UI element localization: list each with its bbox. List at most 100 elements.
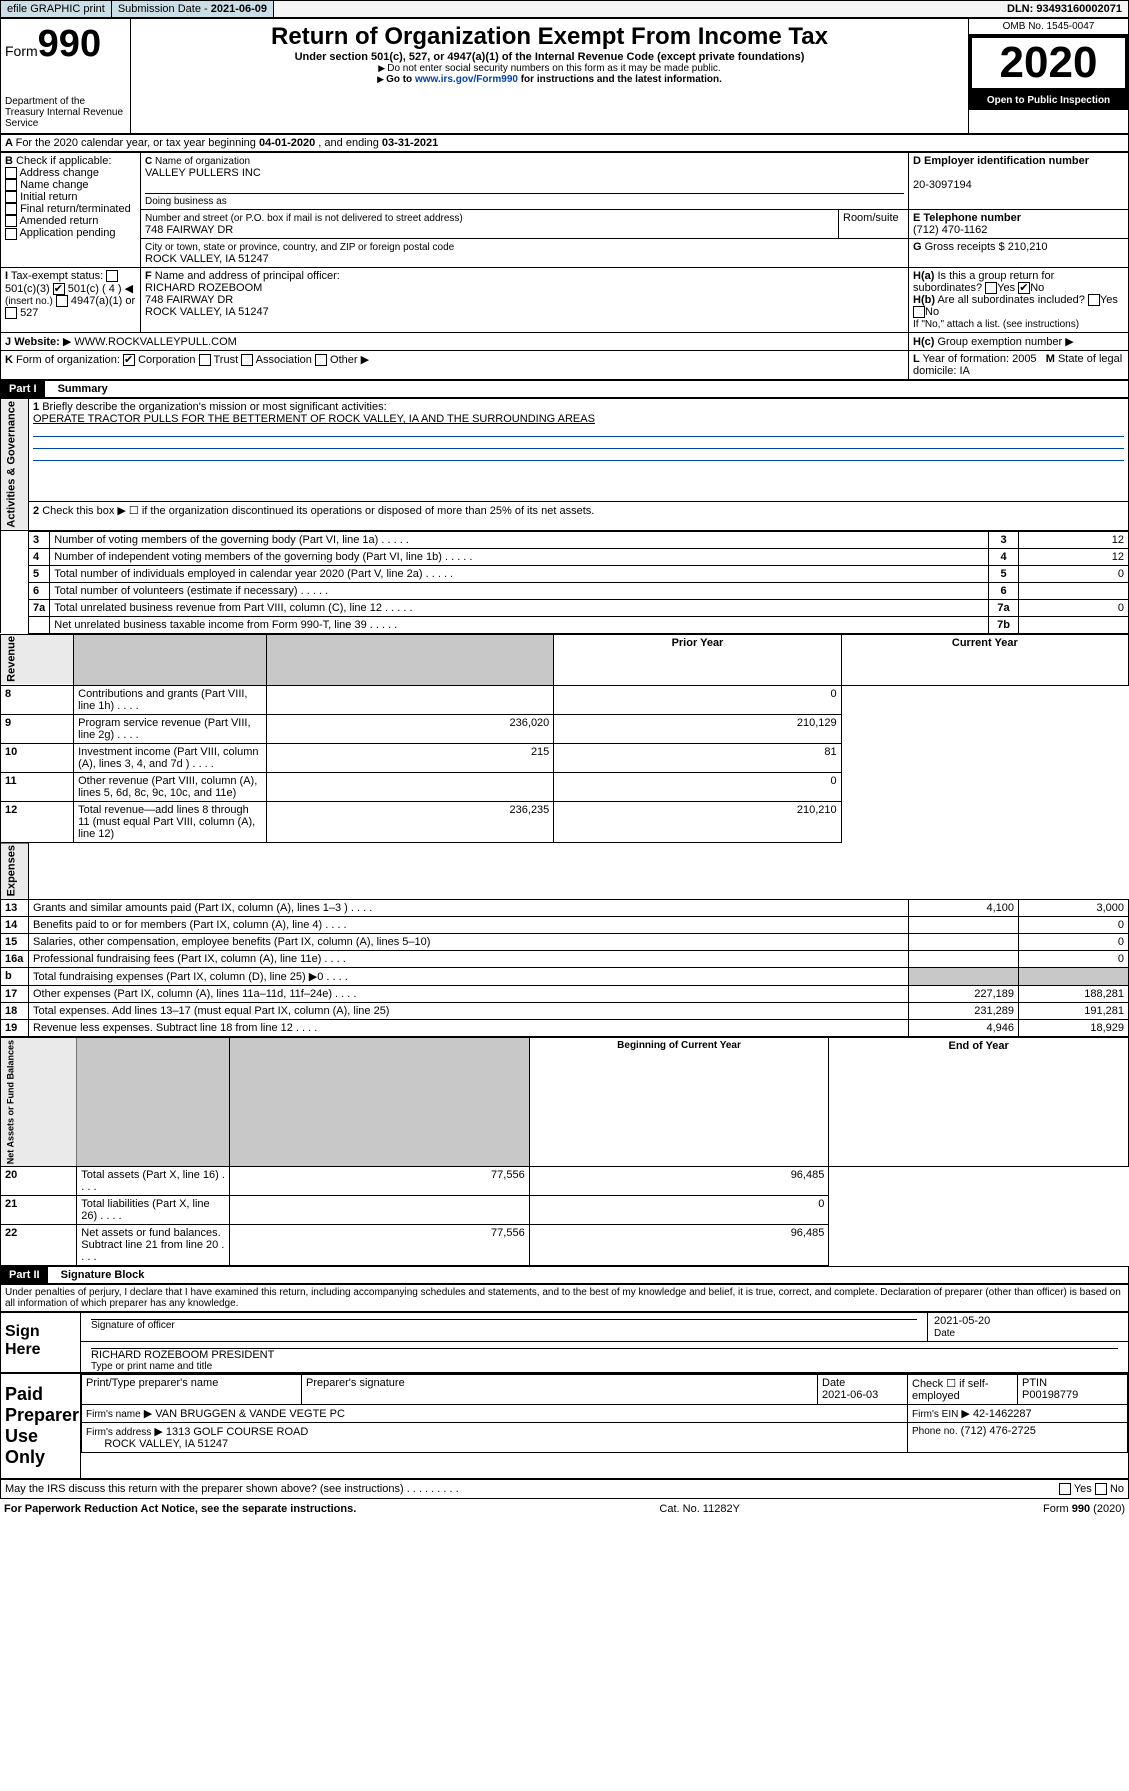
gov-row: 6 Total number of volunteers (estimate i… xyxy=(1,582,1129,599)
subdate-btn[interactable]: Submission Date - 2021-06-09 xyxy=(112,1,274,17)
ein-val: 20-3097194 xyxy=(913,179,972,191)
sign-here-block: Sign Here Signature of officer 2021-05-2… xyxy=(0,1312,1129,1373)
gross-label: Gross receipts $ xyxy=(925,241,1005,253)
hdr-beg: Beginning of Current Year xyxy=(529,1038,829,1167)
box-g: G Gross receipts $ 210,210 xyxy=(909,239,1129,268)
gross-val: 210,210 xyxy=(1008,241,1048,253)
footer-left: For Paperwork Reduction Act Notice, see … xyxy=(4,1503,356,1515)
line2: 2 Check this box ▶ ☐ if the organization… xyxy=(29,502,1129,531)
form-id: Form990 Department of the Treasury Inter… xyxy=(1,19,131,133)
ha-no[interactable] xyxy=(1018,282,1030,294)
ein-label: Employer identification number xyxy=(924,155,1089,167)
chk-name[interactable] xyxy=(5,179,17,191)
paid-label: Paid Preparer Use Only xyxy=(1,1374,81,1478)
ptin-h: PTIN xyxy=(1022,1377,1047,1389)
uline2 xyxy=(33,437,1124,449)
data-row: 19 Revenue less expenses. Subtract line … xyxy=(1,1020,1129,1037)
uline3 xyxy=(33,449,1124,461)
no3: No xyxy=(1110,1483,1124,1495)
opt-amended: Amended return xyxy=(19,215,98,227)
state-val: IA xyxy=(959,365,969,377)
form-number: 990 xyxy=(38,23,101,65)
irs-link[interactable]: www.irs.gov/Form990 xyxy=(415,74,518,85)
line1: 1 Briefly describe the organization's mi… xyxy=(29,399,1129,502)
chk-final[interactable] xyxy=(5,203,17,215)
sig-date: 2021-05-20 xyxy=(934,1315,990,1327)
chk-assoc[interactable] xyxy=(241,354,253,366)
discuss-text: May the IRS discuss this return with the… xyxy=(5,1483,404,1495)
addr-label: Number and street (or P.O. box if mail i… xyxy=(145,213,463,224)
dba-label: Doing business as xyxy=(145,193,904,207)
l1-text: Briefly describe the organization's miss… xyxy=(42,401,386,413)
declaration: Under penalties of perjury, I declare th… xyxy=(0,1284,1129,1312)
chk-initial[interactable] xyxy=(5,191,17,203)
form-org-label: Form of organization: xyxy=(16,354,120,366)
side-expenses: Expenses xyxy=(1,843,29,899)
part1-label: Part I xyxy=(1,381,45,397)
officer-city: ROCK VALLEY, IA 51247 xyxy=(145,306,269,318)
l2-text: Check this box ▶ ☐ if the organization d… xyxy=(42,505,594,517)
chk-amended[interactable] xyxy=(5,215,17,227)
ha-yes[interactable] xyxy=(985,282,997,294)
part2-header: Part II Signature Block xyxy=(0,1266,1129,1284)
tax-status-label: Tax-exempt status: xyxy=(11,270,103,282)
hb-no[interactable] xyxy=(913,306,925,318)
period-mid: , and ending xyxy=(315,137,382,149)
dln-val: 93493160002071 xyxy=(1036,3,1122,15)
opt-pending: Application pending xyxy=(19,227,115,239)
form-header: Form990 Department of the Treasury Inter… xyxy=(0,18,1129,134)
chk-other[interactable] xyxy=(315,354,327,366)
side-net: Net Assets or Fund Balances xyxy=(1,1038,77,1167)
o2b: (insert no.) xyxy=(5,296,53,307)
dln: DLN: 93493160002071 xyxy=(1001,1,1128,17)
k-trust: Trust xyxy=(213,354,238,366)
k-assoc: Association xyxy=(256,354,312,366)
side-revenue: Revenue xyxy=(1,634,74,685)
chk-527[interactable] xyxy=(5,307,17,319)
part1-header: Part I Summary xyxy=(0,380,1129,398)
netassets-table: Net Assets or Fund Balances Beginning of… xyxy=(0,1037,1129,1266)
phone-h: Phone no. xyxy=(912,1426,958,1437)
type-name-label: Type or print name and title xyxy=(81,1361,1128,1372)
data-row: 13 Grants and similar amounts paid (Part… xyxy=(1,900,1129,917)
k-other: Other xyxy=(330,354,358,366)
opt-initial: Initial return xyxy=(20,191,77,203)
box-c-city: City or town, state or province, country… xyxy=(141,239,909,268)
k-corp: Corporation xyxy=(138,354,195,366)
dept-treasury: Department of the Treasury Internal Reve… xyxy=(5,96,126,129)
firm-ein-h: Firm's EIN xyxy=(912,1409,958,1420)
no2: No xyxy=(925,306,939,318)
efile-btn[interactable]: efile GRAPHIC print xyxy=(1,1,112,17)
box-c-addr: Number and street (or P.O. box if mail i… xyxy=(141,210,839,239)
opt-name: Name change xyxy=(20,179,89,191)
chk-corp[interactable] xyxy=(123,354,135,366)
firm-name-h: Firm's name xyxy=(86,1409,141,1420)
check-self: Check ☐ if self-employed xyxy=(908,1375,1018,1405)
gov-row: 5 Total number of individuals employed i… xyxy=(1,565,1129,582)
gov-row: 3 Number of voting members of the govern… xyxy=(1,531,1129,548)
period-end: 03-31-2021 xyxy=(382,137,438,149)
period-line: A For the 2020 calendar year, or tax yea… xyxy=(0,134,1129,152)
hdr-prior: Prior Year xyxy=(554,634,841,685)
officer-addr: 748 FAIRWAY DR xyxy=(145,294,233,306)
footer: For Paperwork Reduction Act Notice, see … xyxy=(0,1499,1129,1519)
chk-501c3[interactable] xyxy=(106,270,118,282)
room-label: Room/suite xyxy=(839,210,909,239)
hc-text: Group exemption number xyxy=(937,336,1062,348)
chk-4947[interactable] xyxy=(56,295,68,307)
website-val: WWW.ROCKVALLEYPULL.COM xyxy=(74,336,236,348)
chk-pending[interactable] xyxy=(5,228,17,240)
name-label: Name of organization xyxy=(155,156,250,167)
chk-trust[interactable] xyxy=(199,354,211,366)
hdr-end: End of Year xyxy=(829,1038,1129,1167)
discuss-yes[interactable] xyxy=(1059,1483,1071,1495)
open-public: Open to Public Inspection xyxy=(969,91,1128,110)
chk-501c[interactable] xyxy=(53,283,65,295)
title-block: Return of Organization Exempt From Incom… xyxy=(131,19,968,133)
chk-address[interactable] xyxy=(5,167,17,179)
prep-phone: (712) 476-2725 xyxy=(961,1425,1036,1437)
data-row: 17 Other expenses (Part IX, column (A), … xyxy=(1,986,1129,1003)
hb-yes[interactable] xyxy=(1088,294,1100,306)
data-row: 8 Contributions and grants (Part VIII, l… xyxy=(1,685,1129,714)
discuss-no[interactable] xyxy=(1095,1483,1107,1495)
